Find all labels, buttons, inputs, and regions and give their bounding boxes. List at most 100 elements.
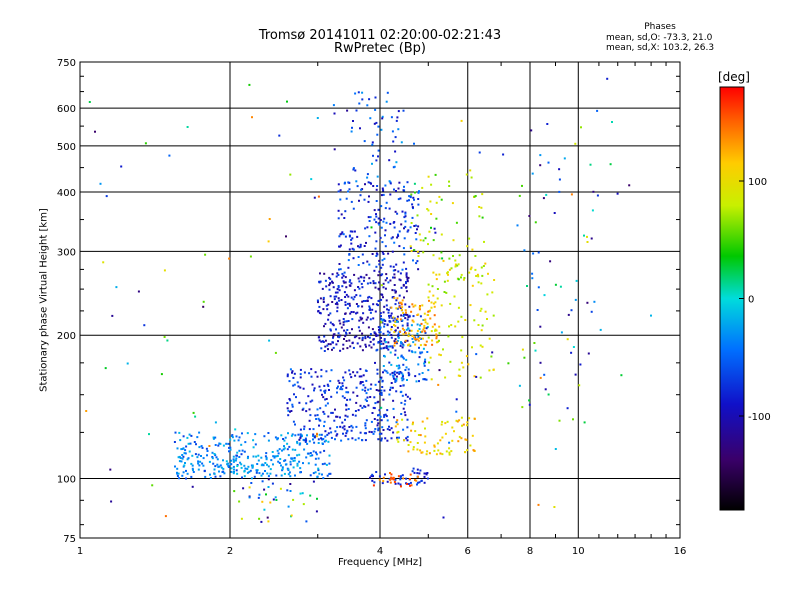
data-point [559,285,562,288]
data-point [277,452,280,455]
data-point [385,304,388,307]
data-point [481,216,484,219]
data-point [314,457,317,460]
data-point [365,273,368,276]
data-point [375,213,377,216]
x-tick-label: 16 [674,546,687,557]
data-point [398,371,401,374]
data-point [339,425,342,428]
data-point [421,351,424,354]
data-point [398,181,401,184]
data-point [252,439,255,442]
data-point [283,439,286,442]
data-point [370,431,373,434]
data-point [384,287,387,290]
data-point [427,336,430,339]
data-point [407,229,410,232]
colorbar-tick-label: 0 [748,295,754,306]
data-point [388,159,391,162]
data-point [394,353,397,356]
data-point [323,440,326,443]
data-point [373,122,376,125]
data-point [392,140,395,143]
data-point [417,335,420,338]
data-point [400,390,403,393]
data-point [333,295,336,298]
data-point [507,362,510,365]
data-point [267,520,270,523]
data-point [471,346,473,349]
data-point [311,383,314,386]
data-point [225,442,228,445]
data-point [416,448,419,451]
data-point [354,92,357,95]
data-point [323,272,326,275]
data-point [235,454,238,457]
data-point [350,200,353,203]
data-point [306,434,308,437]
data-point [436,297,439,300]
data-point [534,349,537,352]
data-point [460,349,463,352]
data-point [218,470,220,473]
data-point [464,451,467,454]
data-point [346,430,349,433]
data-point [368,195,370,198]
data-point [531,172,534,175]
data-point [453,295,456,298]
data-point [233,468,235,471]
data-point [539,164,542,167]
data-point [394,136,397,139]
data-point [314,371,317,374]
data-point [237,439,240,442]
data-point [186,436,189,439]
data-point [416,332,419,335]
data-point [384,413,387,416]
data-point [375,255,378,257]
data-point [382,332,385,335]
data-point [492,368,495,371]
data-point [457,440,460,443]
data-point [393,284,396,286]
data-point [242,487,245,490]
data-point [523,249,526,252]
data-point [342,432,344,435]
data-point [458,435,461,438]
data-point [303,439,306,442]
data-point [414,224,417,227]
data-point [423,475,426,478]
data-point [364,427,367,430]
data-point [423,472,426,475]
data-point [255,471,258,474]
data-point [285,235,287,238]
data-point [219,442,222,445]
data-point [399,476,402,479]
data-point [378,328,380,331]
data-point [478,215,481,218]
data-point [362,374,365,377]
data-point [415,262,418,265]
data-point [393,188,395,191]
data-point [236,465,239,467]
data-point [400,413,403,415]
data-point [313,196,316,199]
data-point [254,433,257,436]
data-point [327,440,330,443]
data-point [468,417,471,420]
data-point [380,284,383,287]
data-point [574,373,577,376]
data-point [379,377,382,380]
data-point [197,462,200,465]
data-point [481,324,484,327]
data-point [349,312,352,315]
data-point [333,333,336,336]
data-point [402,311,405,314]
data-point [382,193,385,196]
data-point [197,460,200,463]
data-point [403,253,406,256]
data-point [293,457,296,459]
data-point [397,198,400,201]
data-point [401,327,404,330]
data-point [345,197,348,200]
data-point [404,340,407,343]
